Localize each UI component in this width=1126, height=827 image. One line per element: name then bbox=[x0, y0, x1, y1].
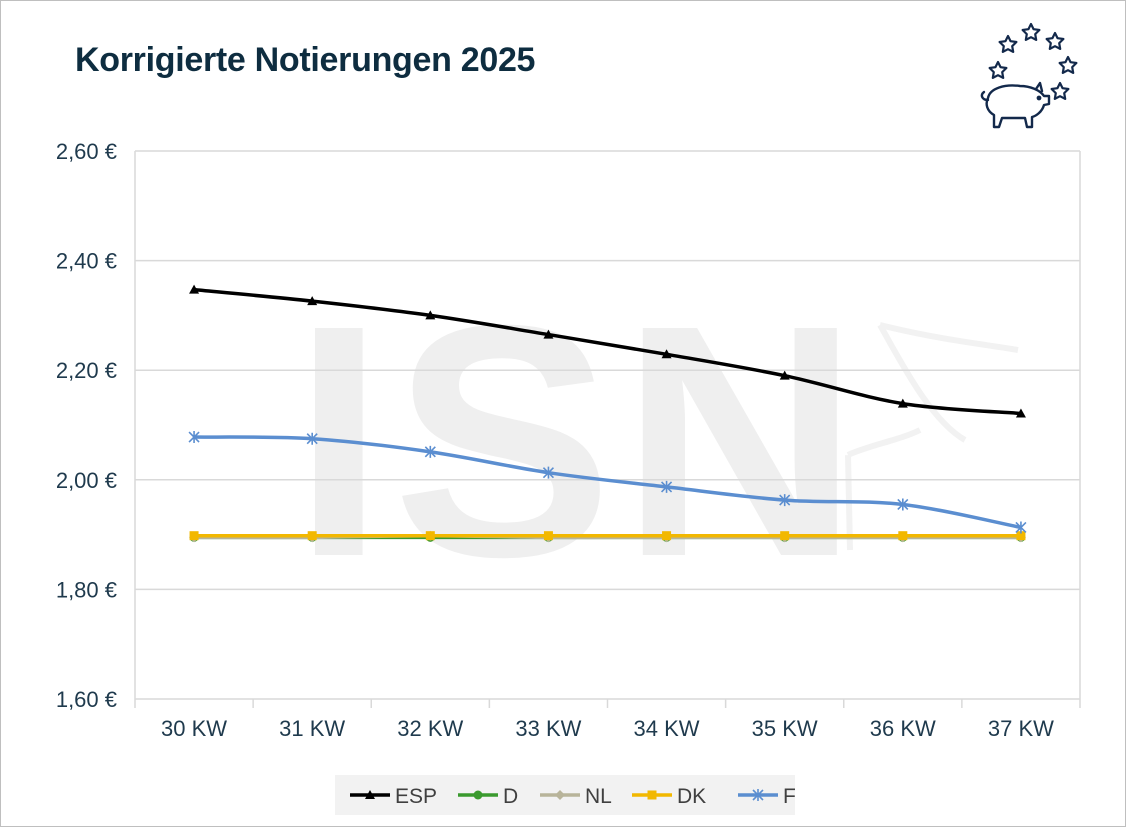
data-point-dk bbox=[1016, 531, 1026, 541]
legend-label-esp: ESP bbox=[395, 785, 437, 808]
data-point-dk bbox=[662, 531, 672, 541]
series-f bbox=[188, 431, 1027, 534]
series-dk bbox=[189, 531, 1026, 541]
data-point-dk bbox=[307, 531, 317, 541]
data-point-f bbox=[660, 480, 673, 493]
y-tick-label: 2,00 € bbox=[56, 468, 117, 493]
data-point-esp bbox=[661, 349, 672, 359]
legend: ESP D NL DK F bbox=[335, 775, 796, 815]
data-point-f bbox=[542, 466, 555, 479]
data-point-dk bbox=[780, 531, 790, 541]
legend-marker-esp bbox=[365, 790, 375, 799]
data-point-esp bbox=[543, 329, 554, 339]
data-point-dk bbox=[898, 531, 908, 541]
data-point-f bbox=[188, 431, 200, 444]
legend-label-dk: DK bbox=[677, 785, 706, 808]
x-tick-label: 35 KW bbox=[752, 716, 818, 741]
data-point-f bbox=[897, 498, 909, 511]
series-esp bbox=[189, 284, 1026, 418]
y-tick-label: 1,80 € bbox=[56, 577, 117, 602]
data-point-f bbox=[1015, 521, 1027, 534]
data-point-esp bbox=[425, 310, 436, 320]
x-tick-label: 37 KW bbox=[988, 716, 1054, 741]
x-tick-label: 31 KW bbox=[279, 716, 345, 741]
data-point-dk bbox=[189, 531, 199, 541]
legend-marker-dk bbox=[647, 790, 657, 800]
data-point-esp bbox=[779, 370, 790, 380]
data-point-dk bbox=[543, 531, 553, 541]
series-line-esp bbox=[193, 287, 1022, 416]
x-tick-label: 36 KW bbox=[870, 716, 936, 741]
x-tick-label: 32 KW bbox=[397, 716, 463, 741]
y-tick-label: 2,40 € bbox=[56, 249, 117, 274]
y-tick-label: 2,60 € bbox=[56, 139, 117, 164]
watermark-text: ISN bbox=[293, 256, 867, 625]
data-point-f bbox=[306, 432, 318, 445]
data-point-f bbox=[424, 445, 436, 458]
legend-marker-nl bbox=[555, 790, 565, 800]
star-ring-icon bbox=[988, 22, 1078, 100]
data-point-esp bbox=[189, 284, 200, 294]
x-tick-label: 33 KW bbox=[515, 716, 581, 741]
x-tick-label: 30 KW bbox=[161, 716, 227, 741]
x-tick-label: 34 KW bbox=[634, 716, 700, 741]
chart-title: Korrigierte Notierungen 2025 bbox=[75, 41, 536, 79]
pig-icon bbox=[980, 81, 1051, 129]
legend-label-d: D bbox=[503, 785, 518, 808]
data-point-f bbox=[779, 494, 791, 507]
legend-marker-d bbox=[473, 790, 483, 800]
isn-watermark: ISN bbox=[293, 256, 1019, 625]
data-point-dk bbox=[425, 531, 435, 541]
legend-label-nl: NL bbox=[585, 785, 612, 808]
y-tick-label: 2,20 € bbox=[56, 358, 117, 383]
data-point-esp bbox=[897, 398, 908, 408]
legend-marker-f bbox=[752, 789, 764, 801]
y-tick-label: 1,60 € bbox=[56, 687, 117, 712]
series-line-f bbox=[194, 435, 1022, 530]
legend-label-f: F bbox=[783, 785, 796, 808]
data-point-esp bbox=[1015, 408, 1026, 418]
series-lines bbox=[188, 284, 1027, 543]
isn-pig-stars-logo bbox=[980, 22, 1078, 129]
data-point-esp bbox=[307, 296, 318, 306]
axes: 1,60 € 1,80 € 2,00 € 2,20 € 2,40 € 2,60 € 30 K… bbox=[56, 139, 1081, 741]
